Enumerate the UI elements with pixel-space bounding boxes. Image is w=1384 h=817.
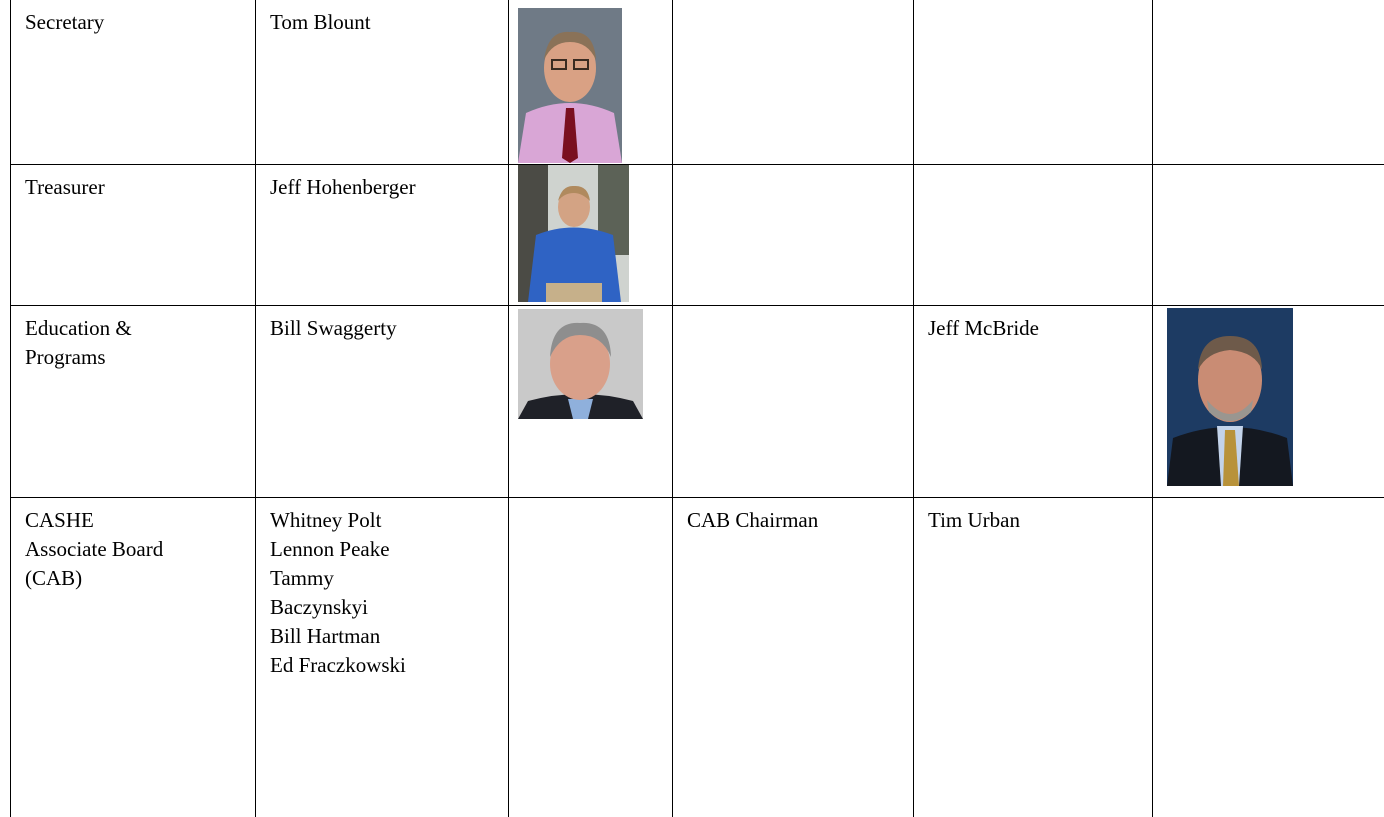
position: CASHE Associate Board (CAB) <box>25 508 164 590</box>
portrait-photo <box>518 165 629 302</box>
empty-cell <box>1152 0 1384 165</box>
empty-cell <box>672 164 913 305</box>
empty-cell <box>1152 164 1384 305</box>
member: Bill Swaggerty <box>270 316 397 340</box>
co-chair-cell: Tim Urban <box>913 497 1152 817</box>
position: Education & Programs <box>25 316 132 369</box>
portrait-photo <box>518 8 622 163</box>
photo-cell <box>508 305 672 497</box>
member: Lennon Peake <box>270 537 390 561</box>
position-cell: Secretary <box>10 0 255 165</box>
role-cell: CAB Chairman <box>672 497 913 817</box>
co-chair-cell: Jeff McBride <box>913 305 1152 497</box>
position-cell: CASHE Associate Board (CAB) <box>10 497 255 817</box>
position-cell: Education & Programs <box>10 305 255 497</box>
member: Tom Blount <box>270 10 371 34</box>
position: Secretary <box>25 10 105 34</box>
empty-cell <box>913 164 1152 305</box>
empty-cell <box>672 305 913 497</box>
role: CAB Chairman <box>687 508 819 532</box>
members-cell: Bill Swaggerty <box>255 305 508 497</box>
portrait-photo <box>1167 308 1293 486</box>
members-cell: Jeff Hohenberger <box>255 164 508 305</box>
empty-cell <box>672 0 913 165</box>
member: Tammy <box>270 566 334 590</box>
member: Whitney Polt <box>270 508 382 532</box>
empty-cell <box>913 0 1152 165</box>
photo-cell <box>508 0 672 165</box>
empty-cell <box>508 497 672 817</box>
members-cell: Tom Blount <box>255 0 508 165</box>
member: Ed Fraczkowski <box>270 653 406 677</box>
empty-cell <box>1152 497 1384 817</box>
photo-cell <box>508 164 672 305</box>
member: Jeff Hohenberger <box>270 175 416 199</box>
member: Baczynskyi <box>270 595 368 619</box>
members-cell: Whitney Polt Lennon Peake Tammy Baczynsk… <box>255 497 508 817</box>
co-chair: Jeff McBride <box>928 316 1039 340</box>
position: Treasurer <box>25 175 105 199</box>
member: Bill Hartman <box>270 624 381 648</box>
position-cell: Treasurer <box>10 164 255 305</box>
co-chair: Tim Urban <box>928 508 1020 532</box>
photo-cell <box>1152 305 1384 497</box>
portrait-photo <box>518 309 643 419</box>
